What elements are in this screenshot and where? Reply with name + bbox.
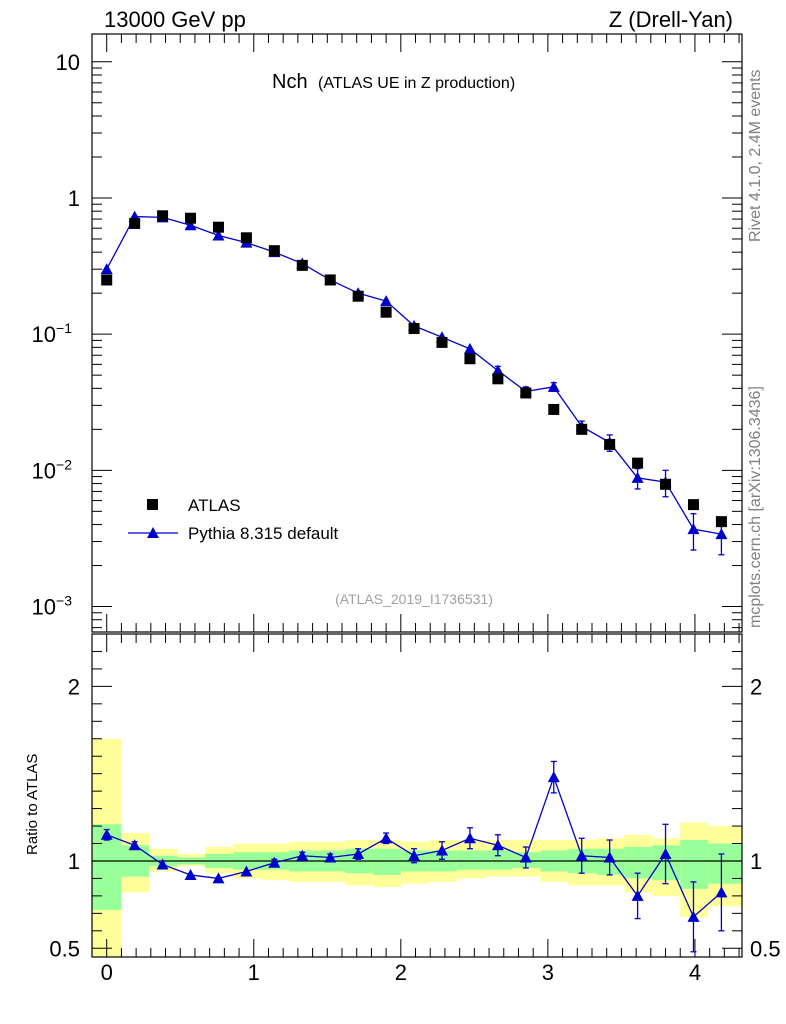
atlas-point xyxy=(101,274,113,286)
atlas-point xyxy=(324,274,336,286)
analysis-id: (ATLAS_2019_I1736531) xyxy=(335,591,493,607)
ratio-band-green xyxy=(456,850,485,870)
atlas-point xyxy=(632,457,644,469)
legend-atlas-marker xyxy=(147,499,158,510)
ratio-band-green xyxy=(372,848,401,875)
ratio-point xyxy=(659,847,672,859)
ratio-point xyxy=(519,851,532,863)
atlas-point xyxy=(352,290,364,302)
ratio-point xyxy=(240,865,253,877)
ratio-y-axis-label: Ratio to ATLAS xyxy=(24,754,41,855)
side-label-rivet: Rivet 4.1.0, 2.4M events xyxy=(747,69,764,242)
ratio-x-tick-label: 2 xyxy=(395,960,407,985)
ratio-x-tick-label: 0 xyxy=(101,960,113,985)
atlas-point xyxy=(548,403,560,415)
pythia-point xyxy=(463,342,476,354)
ratio-y-tick-label-right: 2 xyxy=(750,674,762,699)
ratio-point xyxy=(575,849,588,861)
header-energy-label: 13000 GeV pp xyxy=(104,7,246,32)
atlas-point xyxy=(408,323,420,335)
legend-atlas-label: ATLAS xyxy=(188,496,241,515)
ratio-point xyxy=(212,872,225,884)
ratio-point xyxy=(296,849,309,861)
ratio-point xyxy=(268,856,281,868)
ratio-band-green xyxy=(484,850,513,870)
legend-pythia-marker xyxy=(147,527,159,538)
ratio-point xyxy=(324,851,337,863)
main-title-subtitle: (ATLAS UE in Z production) xyxy=(318,75,515,92)
pythia-point xyxy=(687,523,700,535)
ratio-point xyxy=(631,889,644,901)
atlas-point xyxy=(380,306,392,318)
atlas-point xyxy=(660,478,672,490)
main-y-tick-label: 10−2 xyxy=(32,456,73,483)
pythia-point xyxy=(631,471,644,483)
ratio-point xyxy=(491,839,504,851)
atlas-point xyxy=(436,336,448,348)
ratio-x-tick-label: 3 xyxy=(542,960,554,985)
ratio-point xyxy=(408,849,421,861)
ratio-point xyxy=(100,828,113,840)
atlas-point xyxy=(129,217,141,229)
ratio-point xyxy=(128,839,141,851)
atlas-point xyxy=(687,499,699,511)
main-frame xyxy=(91,33,743,633)
pythia-point xyxy=(491,364,504,376)
ratio-y-tick-label: 0.5 xyxy=(49,936,80,961)
pythia-point xyxy=(100,263,113,275)
atlas-point xyxy=(296,259,308,271)
ratio-point xyxy=(603,851,616,863)
ratio-point xyxy=(184,868,197,880)
ratio-point xyxy=(380,832,393,844)
pythia-line xyxy=(106,215,722,535)
ratio-y-tick-label-right: 1 xyxy=(750,849,762,874)
main-plot: 10 1 10−1 10−2 10−3 xyxy=(32,33,743,633)
atlas-point xyxy=(520,387,532,399)
ratio-point xyxy=(687,910,700,922)
ratio-point xyxy=(463,832,476,844)
side-label-mcplots: mcplots.cern.ch [arXiv:1306.3436] xyxy=(747,386,764,628)
atlas-point xyxy=(157,210,169,222)
ratio-band-green xyxy=(708,843,742,884)
main-title: Nch (ATLAS UE in Z production) xyxy=(272,71,515,93)
atlas-point xyxy=(604,438,616,450)
atlas-point xyxy=(268,245,280,257)
atlas-point xyxy=(240,232,252,244)
ratio-y-tick-label: 2 xyxy=(68,674,80,699)
ratio-y-tick-label-right: 0.5 xyxy=(750,936,781,961)
atlas-point xyxy=(212,221,224,233)
pythia-point xyxy=(380,295,393,307)
ratio-y-tick-label: 1 xyxy=(68,849,80,874)
main-y-tick-label: 1 xyxy=(68,186,80,211)
main-y-tick-label: 10−1 xyxy=(32,320,73,347)
pythia-point xyxy=(715,528,728,540)
pythia-point xyxy=(212,229,225,241)
ratio-plot: 0 1 2 3 4 2 2 1 1 0.5 0.5 xyxy=(49,633,781,985)
pythia-point xyxy=(184,219,197,231)
ratio-x-tick-label: 4 xyxy=(689,960,701,985)
ratio-point xyxy=(715,886,728,898)
pythia-point xyxy=(547,380,560,392)
ratio-x-tick-label: 1 xyxy=(248,960,260,985)
legend-pythia-label: Pythia 8.315 default xyxy=(188,524,339,543)
ratio-point xyxy=(436,844,448,856)
ratio-point xyxy=(352,847,365,859)
ratio-point xyxy=(547,771,560,783)
atlas-point xyxy=(464,353,476,365)
header-process-label: Z (Drell-Yan) xyxy=(609,7,733,32)
ratio-band-green xyxy=(680,840,709,889)
atlas-point xyxy=(576,423,588,435)
main-title-observable: Nch xyxy=(272,71,308,93)
legend: ATLAS Pythia 8.315 default xyxy=(128,496,339,543)
atlas-point xyxy=(185,212,197,224)
atlas-point xyxy=(715,516,727,528)
ratio-frame xyxy=(91,633,743,958)
atlas-point xyxy=(492,373,504,385)
main-y-tick-label: 10 xyxy=(56,50,80,75)
main-y-tick-label: 10−3 xyxy=(32,593,73,620)
ratio-point xyxy=(156,858,169,870)
